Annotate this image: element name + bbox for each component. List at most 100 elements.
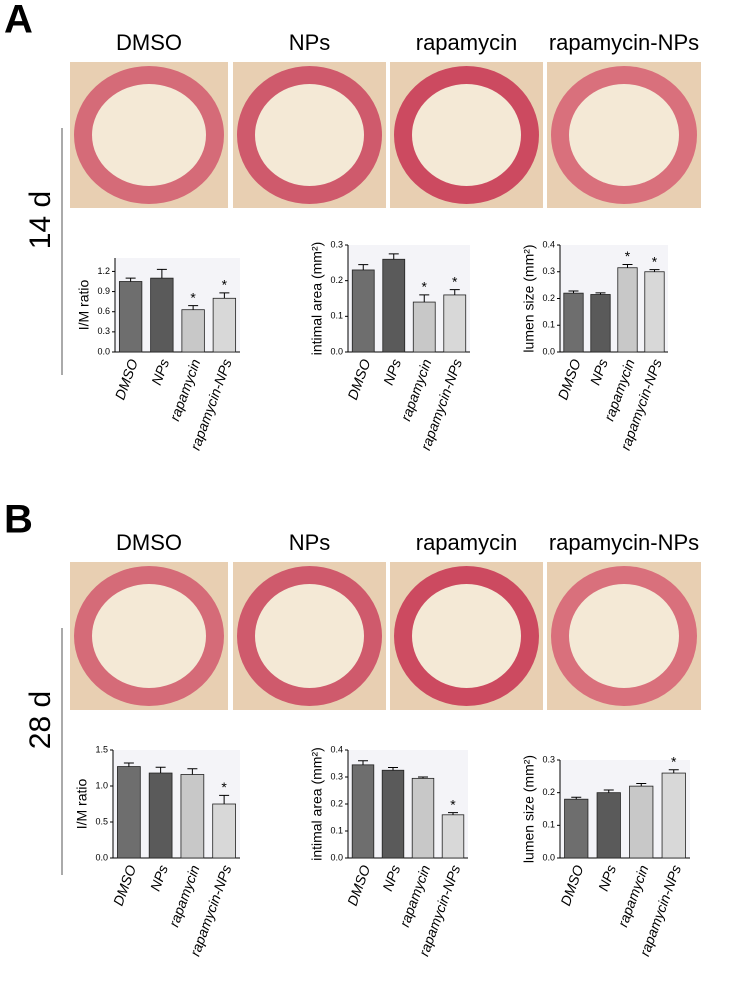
y-tick-label: 0.3	[330, 239, 343, 249]
vessel-lumen	[412, 84, 521, 186]
error-bar	[449, 289, 460, 295]
y-axis-label: lumen size (mm²)	[521, 244, 537, 352]
significance-marker: *	[671, 754, 677, 770]
bar	[382, 258, 406, 353]
y-axis-label: I/M ratio	[74, 779, 90, 830]
significance-marker: *	[422, 279, 428, 295]
y-tick-label: 0.1	[330, 825, 343, 835]
y-tick-label: 0.3	[330, 771, 343, 781]
error-bar	[568, 290, 579, 294]
x-tick-label: DMSO	[554, 357, 583, 402]
column-header: rapamycin-NPs	[549, 30, 699, 55]
x-tick-label: NPs	[595, 863, 619, 893]
y-tick-label: 0.0	[330, 852, 343, 862]
error-bar	[358, 760, 368, 765]
error-bar	[419, 294, 430, 303]
vessel-lumen	[569, 584, 679, 688]
significance-marker: *	[222, 277, 228, 293]
time-label: 14 d	[24, 191, 57, 249]
error-bar	[123, 762, 134, 767]
column-header: rapamycin-NPs	[549, 530, 699, 555]
y-tick-label: 0.0	[95, 852, 108, 862]
column-header: NPs	[289, 30, 331, 55]
vessel-lumen	[92, 84, 206, 186]
y-tick-label: 0.0	[97, 346, 110, 356]
column-header: rapamycin	[416, 30, 517, 55]
y-tick-label: 0.0	[330, 346, 343, 356]
bar	[564, 798, 589, 859]
bar	[351, 764, 375, 859]
x-tick-label: NPs	[148, 357, 172, 387]
error-bar	[187, 768, 198, 775]
error-bar	[388, 253, 399, 260]
bar	[212, 803, 236, 859]
time-label: 28 d	[24, 691, 57, 749]
y-tick-label: 0.2	[542, 787, 555, 797]
x-tick-label: NPs	[587, 357, 611, 387]
error-bar	[448, 812, 458, 815]
x-tick-label: DMSO	[557, 863, 586, 908]
y-axis-label: intimal area (mm²)	[309, 242, 325, 356]
bar	[644, 271, 665, 353]
error-bar	[125, 277, 136, 282]
vessel-lumen	[569, 84, 679, 186]
bar	[212, 297, 237, 353]
column-header: DMSO	[116, 530, 182, 555]
error-bar	[603, 789, 614, 793]
y-tick-label: 0.4	[330, 744, 343, 754]
significance-marker: *	[190, 289, 196, 305]
bar	[148, 772, 173, 859]
significance-marker: *	[452, 273, 458, 289]
error-bar	[188, 305, 199, 310]
bar	[617, 267, 638, 353]
y-tick-label: 0.6	[97, 306, 110, 316]
bar	[443, 294, 467, 353]
panel-label: B	[4, 498, 33, 542]
bar	[411, 777, 435, 859]
y-axis-label: I/M ratio	[76, 280, 92, 331]
error-bar	[155, 766, 166, 774]
significance-marker: *	[652, 253, 658, 269]
bar	[596, 792, 621, 859]
bar	[180, 774, 205, 859]
bar	[118, 281, 143, 353]
error-bar	[668, 769, 679, 774]
error-bar	[219, 794, 230, 804]
vessel-lumen	[412, 584, 521, 688]
vessel-lumen	[255, 84, 364, 186]
y-tick-label: 0.3	[97, 326, 110, 336]
y-axis-label: lumen size (mm²)	[521, 755, 537, 863]
bar	[412, 301, 436, 353]
bar	[661, 772, 686, 859]
y-tick-label: 0.2	[330, 798, 343, 808]
significance-marker: *	[450, 796, 456, 812]
y-tick-label: 0.2	[542, 293, 555, 303]
bar	[381, 769, 405, 859]
error-bar	[358, 264, 369, 270]
error-bar	[622, 264, 633, 268]
y-tick-label: 0.0	[542, 852, 555, 862]
column-header: DMSO	[116, 30, 182, 55]
y-tick-label: 0.1	[542, 320, 555, 330]
y-tick-label: 1.5	[95, 744, 108, 754]
error-bar	[219, 292, 230, 299]
bar	[441, 814, 465, 859]
y-tick-label: 1.2	[97, 266, 110, 276]
error-bar	[418, 776, 428, 779]
x-tick-label: DMSO	[344, 357, 373, 402]
panel-label: A	[4, 0, 33, 42]
bar	[117, 766, 141, 859]
bar	[181, 309, 205, 353]
x-tick-label: NPs	[380, 357, 404, 387]
x-tick-label: rapamycin	[166, 863, 203, 929]
column-header: rapamycin	[416, 530, 517, 555]
x-tick-label: DMSO	[344, 863, 373, 908]
bar	[590, 294, 611, 353]
y-tick-label: 0.3	[542, 266, 555, 276]
significance-marker: *	[625, 248, 631, 264]
x-tick-label: rapamycin	[614, 863, 651, 929]
y-tick-label: 0.5	[95, 816, 108, 826]
y-tick-label: 0.0	[542, 346, 555, 356]
error-bar	[388, 767, 398, 771]
y-tick-label: 0.3	[542, 754, 555, 764]
